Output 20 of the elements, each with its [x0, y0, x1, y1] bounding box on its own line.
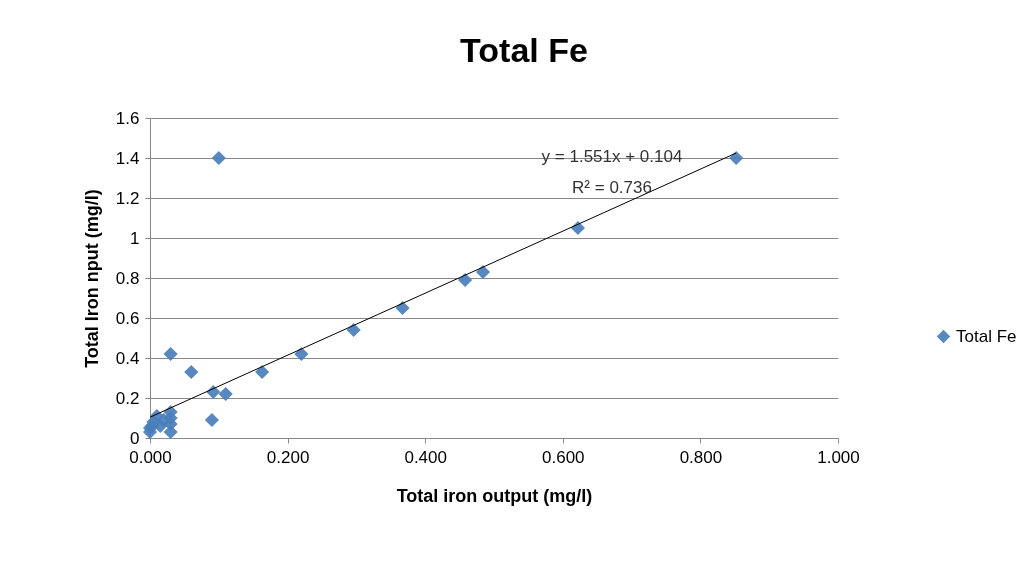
x-tick-label: 0.600: [542, 447, 585, 467]
y-tick-label: 0.4: [115, 348, 140, 368]
x-tick-label: 0.200: [266, 447, 310, 467]
y-axis-title: Total Iron nput (mg/l): [81, 189, 102, 368]
x-tick-label: 1.000: [817, 447, 860, 467]
y-tick-label: 1: [130, 228, 140, 248]
y-tick-label: 0.8: [115, 268, 140, 288]
chart-title: Total Fe: [460, 31, 588, 69]
x-tick-label: 0.000: [129, 447, 172, 467]
x-tick-label: 0.800: [679, 447, 723, 467]
y-tick-label: 0.2: [115, 388, 140, 408]
y-tick-label: 1.6: [115, 108, 140, 128]
y-tick-label: 0.6: [115, 308, 140, 328]
y-tick-label: 1.2: [115, 188, 140, 208]
legend-label: Total Fe: [956, 326, 1017, 346]
annotation: R² = 0.736: [572, 178, 652, 197]
y-tick-label: 1.4: [115, 148, 140, 168]
x-axis-title: Total iron output (mg/l): [396, 485, 593, 506]
x-tick-label: 0.400: [404, 447, 447, 467]
y-tick-label: 0: [130, 428, 140, 448]
